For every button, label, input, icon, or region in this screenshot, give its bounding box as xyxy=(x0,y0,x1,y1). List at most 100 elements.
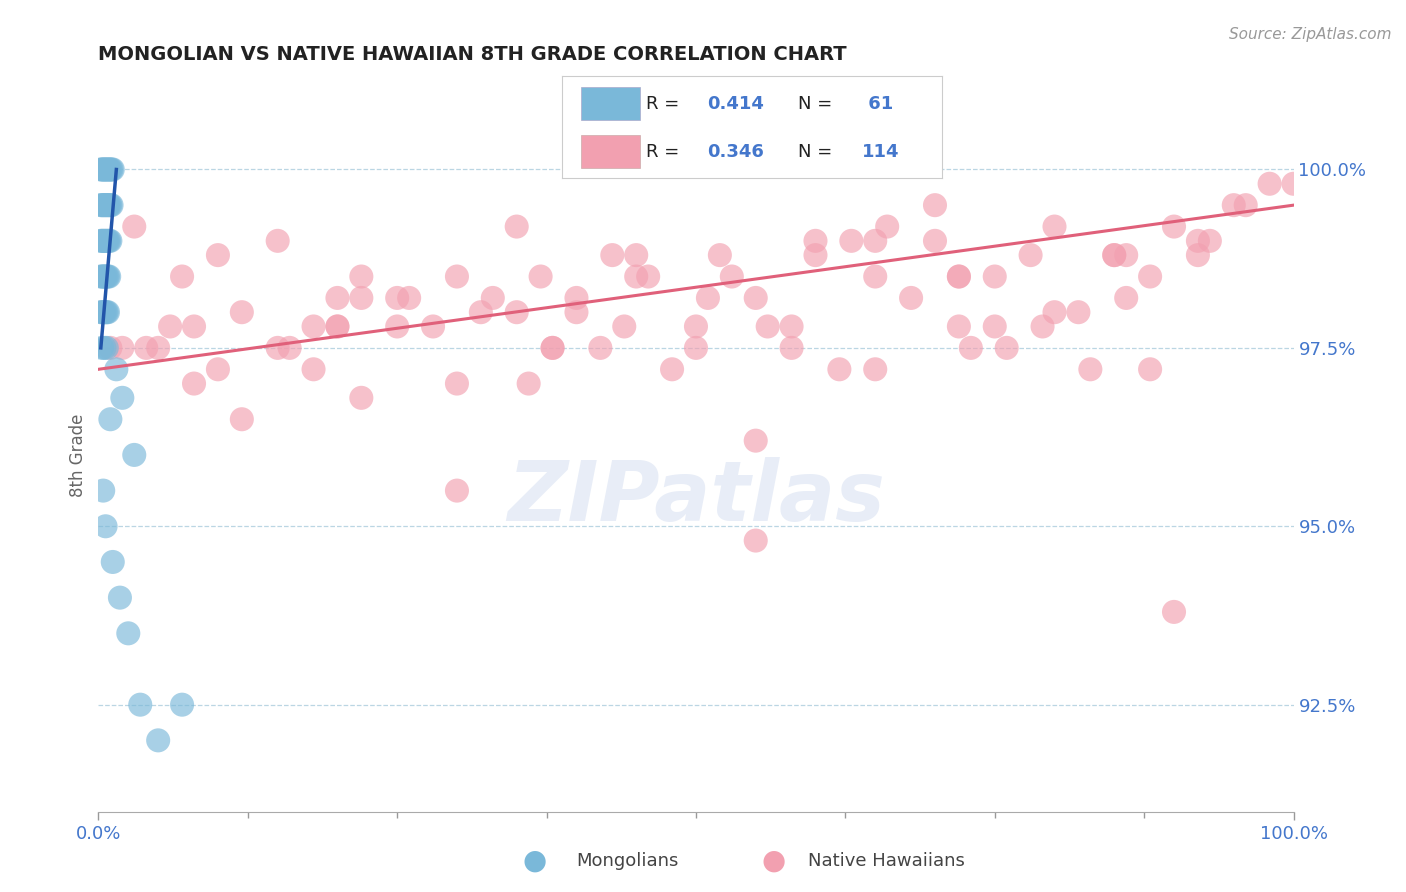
Point xyxy=(1032,319,1054,334)
Point xyxy=(93,162,115,177)
Point xyxy=(124,448,146,462)
Point xyxy=(94,305,117,319)
Point xyxy=(129,698,152,712)
Point xyxy=(661,362,683,376)
Point xyxy=(135,341,157,355)
Point xyxy=(804,248,827,262)
Point xyxy=(1187,248,1209,262)
Point xyxy=(1163,605,1185,619)
Point xyxy=(93,234,115,248)
Bar xyxy=(582,136,640,168)
Point xyxy=(101,555,124,569)
Text: ●: ● xyxy=(761,847,786,875)
Point xyxy=(589,341,612,355)
Point xyxy=(91,341,114,355)
Point xyxy=(1115,291,1137,305)
Point xyxy=(96,269,118,284)
Point xyxy=(207,248,229,262)
Text: Mongolians: Mongolians xyxy=(576,852,679,870)
Point xyxy=(385,291,409,305)
Point xyxy=(624,269,647,284)
Point xyxy=(117,626,139,640)
Point xyxy=(422,319,444,334)
Point xyxy=(278,341,301,355)
Point xyxy=(91,198,114,212)
Point xyxy=(93,198,115,212)
Point xyxy=(959,341,981,355)
Point xyxy=(159,319,181,334)
Point xyxy=(148,733,170,747)
Y-axis label: 8th Grade: 8th Grade xyxy=(69,413,87,497)
Point xyxy=(97,162,120,177)
Point xyxy=(91,234,114,248)
Point xyxy=(1102,248,1125,262)
Point xyxy=(90,162,112,177)
Text: 61: 61 xyxy=(862,95,894,112)
Point xyxy=(98,162,122,177)
Point xyxy=(1139,362,1161,376)
Point xyxy=(91,234,114,248)
Point xyxy=(231,412,253,426)
Point xyxy=(470,305,492,319)
Point xyxy=(685,341,707,355)
Point xyxy=(1080,362,1102,376)
Point xyxy=(924,198,946,212)
Point xyxy=(1163,219,1185,234)
Point xyxy=(98,412,122,426)
Point xyxy=(995,341,1018,355)
Point xyxy=(100,162,122,177)
Point xyxy=(94,519,117,533)
Text: ZIPatlas: ZIPatlas xyxy=(508,458,884,538)
Point xyxy=(101,162,124,177)
Point xyxy=(97,198,120,212)
Point xyxy=(1234,198,1257,212)
Point xyxy=(948,319,970,334)
Point xyxy=(98,269,121,284)
Point xyxy=(1139,269,1161,284)
Point xyxy=(96,234,118,248)
Point xyxy=(98,234,122,248)
Point xyxy=(350,391,373,405)
Point xyxy=(685,319,707,334)
Point xyxy=(96,198,118,212)
Point xyxy=(1222,198,1246,212)
Point xyxy=(172,269,194,284)
Point xyxy=(267,234,290,248)
Point xyxy=(1019,248,1042,262)
Point xyxy=(720,269,742,284)
Point xyxy=(565,291,588,305)
Point xyxy=(780,341,803,355)
Text: R =: R = xyxy=(645,95,685,112)
Point xyxy=(924,234,946,248)
Point xyxy=(96,305,118,319)
Point xyxy=(326,291,349,305)
Point xyxy=(326,319,349,334)
Point xyxy=(983,319,1005,334)
Point xyxy=(385,319,409,334)
Point xyxy=(839,234,862,248)
Text: Source: ZipAtlas.com: Source: ZipAtlas.com xyxy=(1229,27,1392,42)
Point xyxy=(709,248,731,262)
Point xyxy=(108,591,131,605)
Point xyxy=(93,305,115,319)
Point xyxy=(1067,305,1090,319)
Point xyxy=(111,391,134,405)
Point xyxy=(541,341,564,355)
Point xyxy=(124,219,146,234)
Point xyxy=(91,305,114,319)
Text: 114: 114 xyxy=(862,143,900,161)
Point xyxy=(183,319,205,334)
Point xyxy=(863,234,886,248)
Point xyxy=(350,291,373,305)
Text: N =: N = xyxy=(797,95,838,112)
Point xyxy=(863,269,886,284)
Point xyxy=(97,269,120,284)
Point xyxy=(398,291,420,305)
Point xyxy=(93,269,115,284)
Text: R =: R = xyxy=(645,143,685,161)
Point xyxy=(98,198,122,212)
Point xyxy=(948,269,970,284)
Point xyxy=(1258,177,1281,191)
Point xyxy=(91,305,114,319)
Point xyxy=(302,362,325,376)
